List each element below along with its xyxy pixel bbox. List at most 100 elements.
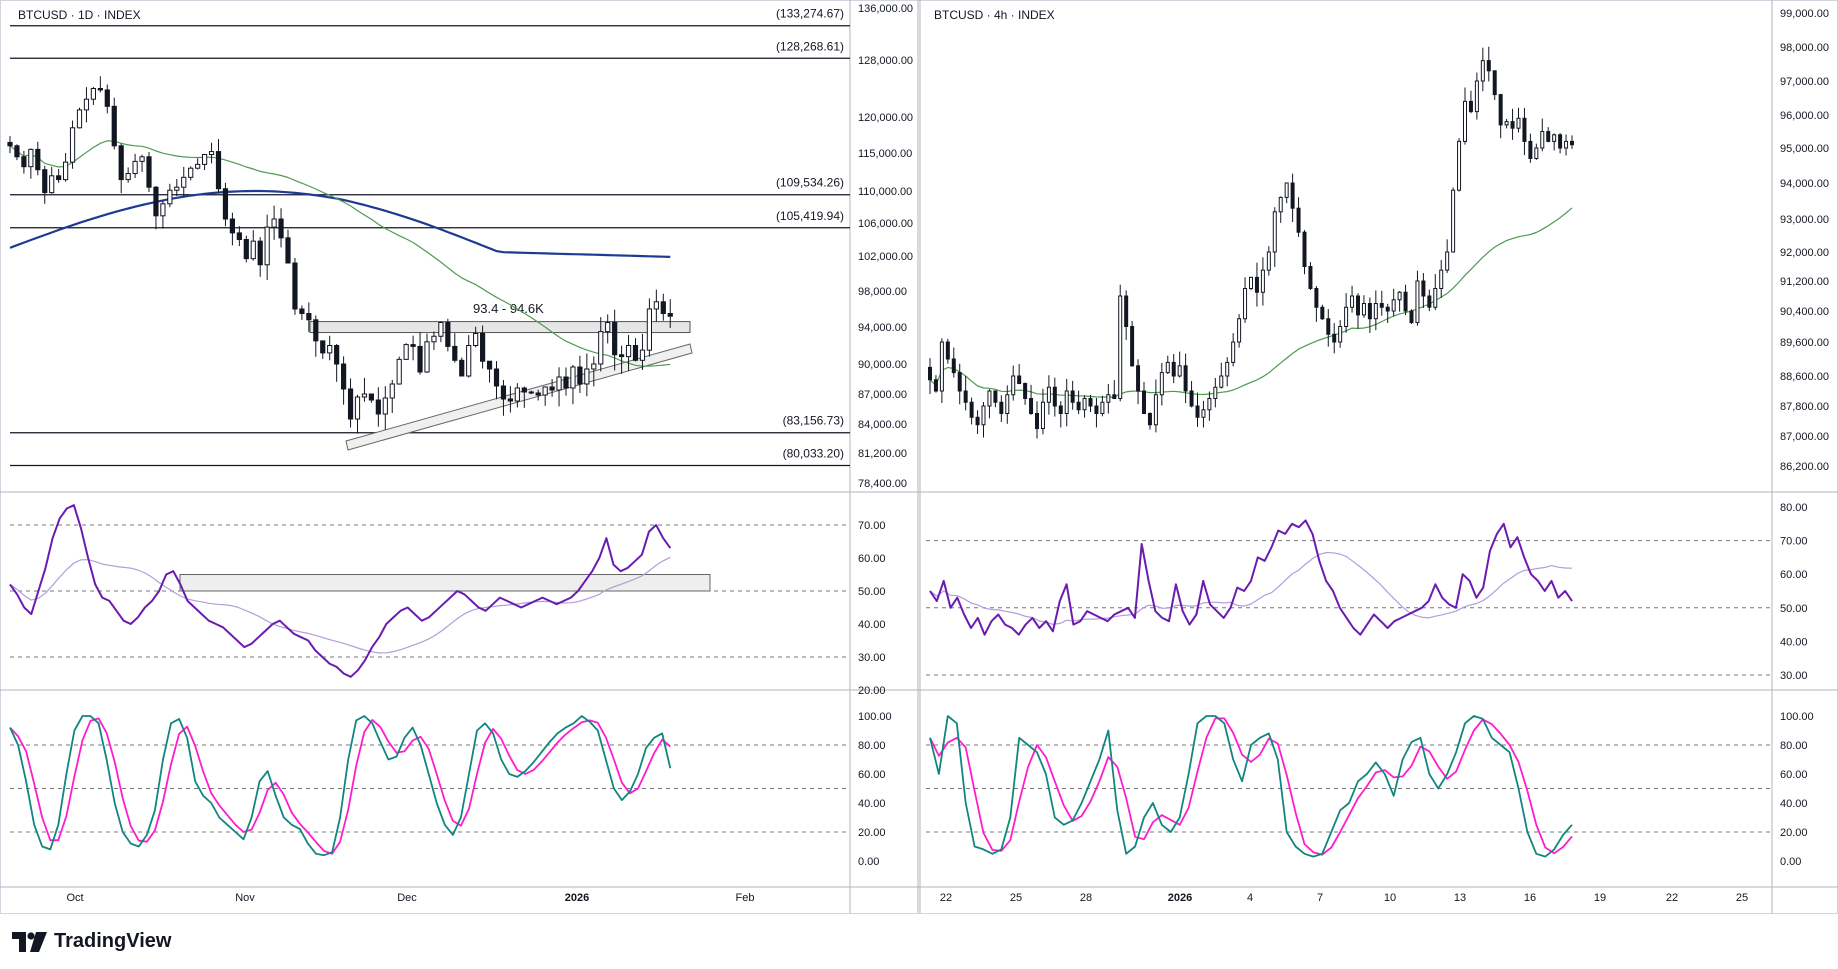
left-stoch-tick: 20.00 — [858, 827, 886, 839]
right-price-tick: 94,000.00 — [1780, 178, 1829, 190]
right-time-label: 13 — [1454, 892, 1466, 904]
h4-candle — [999, 401, 1004, 414]
daily-candle — [104, 89, 110, 107]
h4-candle — [1284, 182, 1289, 198]
left-sma-fast — [9, 140, 671, 367]
h4-candle — [1415, 280, 1420, 324]
h4-candle — [1391, 299, 1396, 312]
daily-candle — [466, 345, 472, 377]
daily-candle — [605, 322, 611, 333]
right-time-label: 25 — [1010, 892, 1022, 904]
daily-candle — [438, 322, 444, 337]
left-price-tick: 136,000.00 — [858, 3, 913, 15]
daily-candle — [577, 366, 583, 385]
daily-candle — [28, 148, 34, 168]
right-price-axis[interactable]: 99,000.00 98,000.00 97,000.00 96,000.00 95,0… — [1780, 8, 1829, 473]
left-time-label: Feb — [736, 892, 755, 904]
daily-candle — [160, 203, 166, 217]
h4-candle — [1403, 291, 1408, 312]
h4-candle — [1088, 398, 1093, 407]
h4-candle — [933, 379, 938, 392]
right-stoch-tick: 80.00 — [1780, 740, 1808, 752]
h4-candle — [1153, 394, 1158, 426]
daily-candle — [243, 239, 249, 260]
daily-candle — [215, 151, 222, 190]
right-symbol-title: BTCUSD · 4h · INDEX — [934, 8, 1055, 22]
left-rsi-tick: 30.00 — [858, 652, 886, 664]
daily-candle — [368, 393, 374, 401]
left-price-tick: 84,000.00 — [858, 419, 907, 431]
right-stoch-tick: 0.00 — [1780, 856, 1801, 868]
left-price-tick: 120,000.00 — [858, 112, 913, 124]
daily-candle — [660, 301, 666, 314]
left-resistance-zone — [309, 321, 691, 334]
left-price-tick: 87,000.00 — [858, 389, 907, 401]
left-symbol-title: BTCUSD · 1D · INDEX — [18, 8, 141, 22]
left-rsi-tick: 20.00 — [858, 685, 886, 697]
daily-candle — [389, 383, 395, 399]
right-time-label: 10 — [1384, 892, 1396, 904]
h4-candle — [969, 401, 974, 418]
h4-candle — [1350, 295, 1355, 308]
left-price-axis[interactable]: 136,000.00 128,000.00 120,000.00 115,000.00… — [858, 3, 913, 490]
daily-candle — [69, 127, 76, 163]
h4-candle — [1344, 306, 1349, 327]
h4-candle — [945, 341, 950, 360]
daily-candle — [21, 156, 27, 168]
h4-candle — [1171, 361, 1176, 377]
left-horizontal-levels: (133,274.67) (128,268.61) (109,534.26) (105… — [10, 7, 850, 467]
right-price-tick: 98,000.00 — [1780, 42, 1829, 54]
right-rsi-tick: 60.00 — [1780, 569, 1808, 581]
daily-candle — [493, 368, 500, 387]
daily-candle — [632, 345, 639, 361]
right-chart-pane[interactable]: BTCUSD · 4h · INDEX 99,000.00 98,000.00 97… — [928, 8, 1829, 473]
right-time-label: 16 — [1524, 892, 1536, 904]
daily-candle — [90, 88, 97, 100]
right-stoch-tick: 100.00 — [1780, 711, 1814, 723]
daily-candle — [181, 176, 187, 188]
h4-candle — [1314, 288, 1319, 308]
h4-candle — [1480, 60, 1485, 82]
right-rsi-tick: 70.00 — [1780, 536, 1808, 548]
tradingview-logo[interactable]: TradingView — [12, 930, 171, 953]
right-rsi-lines — [929, 519, 1573, 636]
left-stoch-pane[interactable]: 100.00 80.00 60.00 40.00 20.00 0.00 — [9, 711, 892, 868]
right-price-tick: 90,400.00 — [1780, 306, 1829, 318]
left-chart-pane[interactable]: BTCUSD · 1D · INDEX (133,274.67) (128,268… — [7, 3, 913, 490]
daily-candle — [278, 218, 284, 239]
right-time-label: 28 — [1080, 892, 1092, 904]
h4-candle — [1409, 310, 1414, 324]
daily-candle — [382, 397, 388, 415]
right-stoch-axis: 100.00 80.00 60.00 40.00 20.00 0.00 — [1780, 711, 1814, 868]
h4-candle — [957, 372, 962, 392]
daily-candle — [49, 175, 55, 194]
h4-candle — [1023, 383, 1028, 399]
h4-candle — [1207, 398, 1212, 411]
daily-candle — [271, 218, 277, 228]
right-time-axis[interactable]: 22 25 28 2026 4 7 10 13 16 19 22 25 — [940, 892, 1748, 904]
right-price-tick: 87,800.00 — [1780, 401, 1829, 413]
daily-candle — [535, 392, 541, 396]
daily-candle — [598, 331, 604, 365]
h4-candle — [1130, 326, 1135, 367]
left-stoch-lines — [9, 715, 672, 857]
daily-candle — [625, 345, 632, 358]
daily-candle — [174, 186, 180, 191]
h4-candle — [993, 390, 998, 403]
left-rsi-pane[interactable]: 70.00 60.00 50.00 40.00 30.00 20.00 — [9, 504, 886, 697]
left-time-axis[interactable]: Oct Nov Dec 2026 Feb — [66, 892, 754, 904]
right-stoch-pane[interactable]: 100.00 80.00 60.00 40.00 20.00 0.00 — [926, 711, 1814, 868]
right-sma-line — [929, 207, 1573, 398]
h4-candle — [1005, 394, 1010, 414]
left-time-label: Oct — [66, 892, 83, 904]
h4-candle — [1136, 365, 1141, 392]
h4-candle — [1225, 361, 1230, 377]
right-rsi-pane[interactable]: 80.00 70.00 60.00 50.00 40.00 30.00 — [926, 502, 1808, 682]
daily-candle — [334, 345, 340, 365]
left-stoch-tick: 0.00 — [858, 856, 879, 868]
h4-candle — [1231, 341, 1236, 363]
h4-candle — [1142, 390, 1146, 414]
right-stoch-d-line — [929, 717, 1573, 856]
tradingview-logo-text: TradingView — [54, 930, 172, 952]
